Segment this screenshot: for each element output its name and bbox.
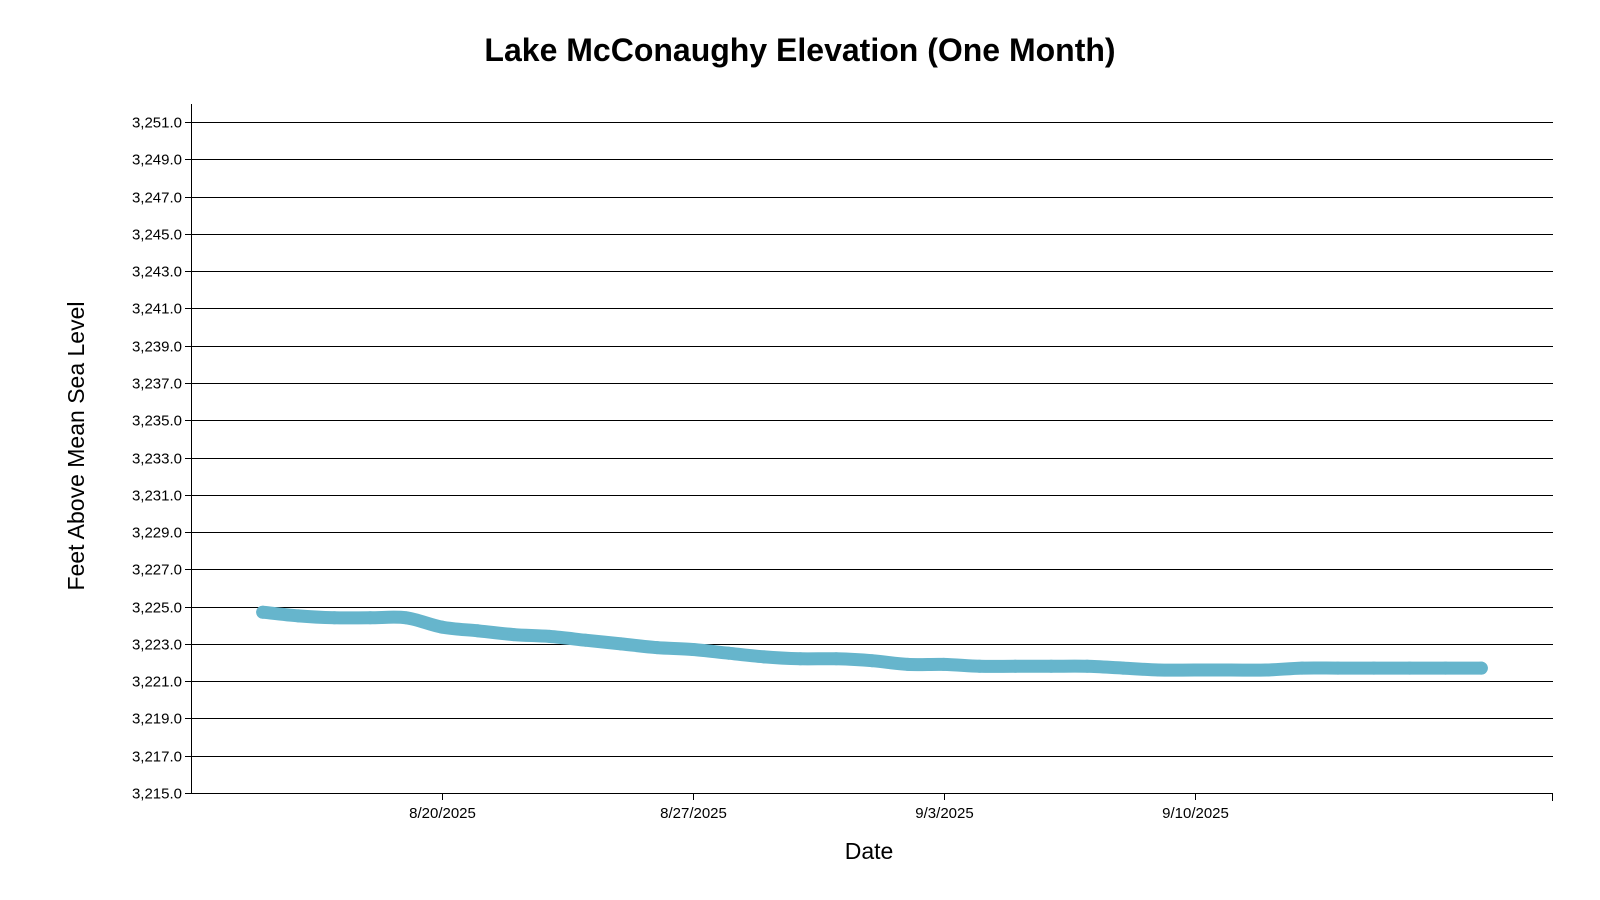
elevation-data-point <box>256 605 270 619</box>
elevation-data-point <box>1044 659 1058 673</box>
elevation-data-point <box>686 643 700 656</box>
x-tick-label: 8/27/2025 <box>660 805 727 822</box>
y-tick-label: 3,229.0 <box>132 525 182 542</box>
elevation-data-point <box>1259 663 1273 677</box>
elevation-data-point <box>292 609 305 623</box>
elevation-data-point <box>1152 663 1166 677</box>
elevation-data-point <box>614 637 628 651</box>
elevation-data-point <box>1223 663 1237 677</box>
y-tick-label: 3,217.0 <box>132 749 182 766</box>
elevation-data-point <box>722 646 736 660</box>
y-tick-label: 3,227.0 <box>132 562 182 579</box>
y-tick-label: 3,223.0 <box>132 637 182 654</box>
elevation-data-point <box>865 654 879 668</box>
elevation-data-point <box>1331 661 1345 675</box>
elevation-data-point <box>1080 659 1094 673</box>
x-tick-label: 9/3/2025 <box>915 805 973 822</box>
elevation-data-point <box>1367 661 1381 675</box>
elevation-data-point <box>650 641 664 655</box>
elevation-data-point <box>399 611 413 625</box>
y-gridlines <box>191 122 1553 757</box>
y-tick-label: 3,243.0 <box>132 264 182 281</box>
y-tick-label: 3,225.0 <box>132 600 182 617</box>
y-axis: 3,215.0 3,217.0 3,219.0 3,221.0 3,223.0 3,225… <box>132 104 192 803</box>
y-tick-label: 3,219.0 <box>132 711 182 728</box>
y-tick-label: 3,241.0 <box>132 301 182 318</box>
elevation-data-point <box>471 624 485 638</box>
chart-title: Lake McConaughy Elevation (One Month) <box>484 32 1115 68</box>
y-tick-label: 3,231.0 <box>132 488 182 505</box>
elevation-data-point <box>758 650 771 664</box>
series-layer <box>256 605 1488 677</box>
elevation-data-point <box>829 652 843 666</box>
elevation-data-point <box>578 633 592 647</box>
x-tick-label: 8/20/2025 <box>409 805 476 822</box>
elevation-data-point <box>1008 659 1022 673</box>
elevation-data-point <box>1439 661 1452 675</box>
elevation-data-point <box>1295 661 1309 675</box>
y-tick-label: 3,233.0 <box>132 451 182 468</box>
elevation-data-point <box>542 629 556 643</box>
elevation-data-point <box>937 657 951 671</box>
y-tick-label: 3,237.0 <box>132 376 182 393</box>
x-tick-label: 9/10/2025 <box>1162 805 1229 822</box>
elevation-data-point <box>1116 661 1130 675</box>
y-tick-label: 3,221.0 <box>132 674 182 691</box>
elevation-data-point <box>1474 661 1488 675</box>
elevation-data-point <box>793 652 807 666</box>
elevation-data-point <box>435 620 449 634</box>
elevation-data-point <box>973 659 986 673</box>
y-tick-label: 3,251.0 <box>132 115 182 132</box>
y-tick-label: 3,247.0 <box>132 190 182 207</box>
elevation-data-point <box>1403 661 1417 675</box>
y-tick-label: 3,235.0 <box>132 413 182 430</box>
elevation-data-point <box>1188 663 1202 677</box>
y-tick-label: 3,239.0 <box>132 339 182 356</box>
y-tick-label: 3,245.0 <box>132 227 182 244</box>
elevation-data-point <box>507 628 521 642</box>
elevation-data-point <box>327 611 341 625</box>
y-tick-label: 3,215.0 <box>132 786 182 803</box>
y-axis-title: Feet Above Mean Sea Level <box>63 302 89 591</box>
x-axis-title: Date <box>845 838 894 864</box>
x-axis: 8/20/2025 8/27/2025 9/3/2025 9/10/2025 <box>191 793 1553 822</box>
elevation-data-point <box>901 657 915 671</box>
y-tick-label: 3,249.0 <box>132 152 182 169</box>
elevation-data-point <box>363 611 377 625</box>
